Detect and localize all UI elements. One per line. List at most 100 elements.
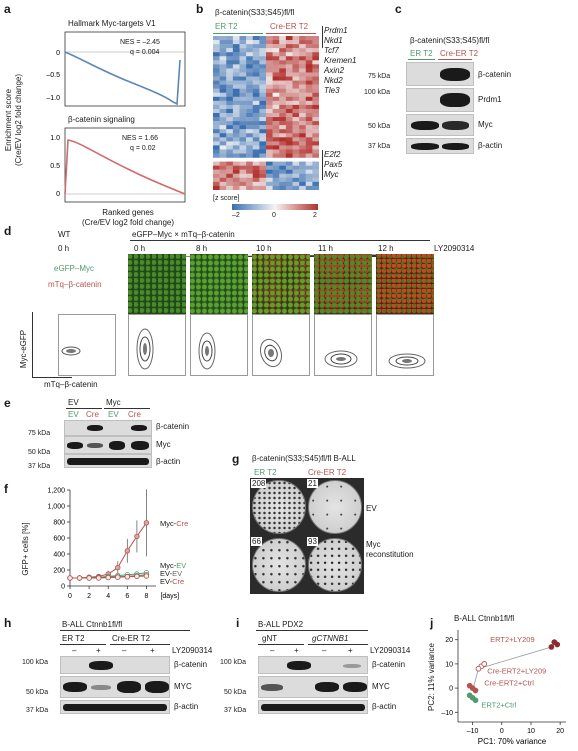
heatmap-cell	[213, 117, 220, 122]
heatmap-cell	[252, 145, 260, 150]
f-ylabel: GFP+ cells [%]	[20, 520, 32, 580]
heatmap-cell	[259, 169, 267, 174]
c-band-actin-right	[442, 143, 469, 150]
f-ytick-label: 200	[53, 568, 65, 575]
e-band-myc-2	[109, 441, 125, 450]
heatmap-cell	[279, 52, 287, 57]
panel-label-f: f	[4, 482, 8, 496]
heatmap-cell	[259, 100, 267, 106]
heatmap-cell	[232, 96, 240, 102]
i-sign-1: +	[294, 646, 299, 655]
heatmap-cell	[305, 72, 313, 77]
d-genotype-bar	[130, 240, 430, 241]
heatmap-cell	[279, 64, 287, 69]
h-band-catenin-1	[89, 661, 113, 670]
c-lane-left: ER T2	[410, 49, 433, 58]
j-ytick-label: 0	[449, 686, 453, 693]
panel-label-d: d	[4, 224, 12, 238]
heatmap-cell	[246, 169, 253, 174]
heatmap-cell	[272, 121, 280, 126]
heatmap-cell	[312, 137, 319, 142]
heatmap-cell	[292, 149, 300, 154]
j-chart: 20 10 0 –10 –10 0 10 20 PC1: 70% variance ERT2+LY…	[441, 630, 566, 746]
heatmap-cell	[219, 169, 227, 174]
heatmap-cell	[219, 117, 227, 122]
heatmap-cell	[219, 52, 227, 57]
heatmap-cell	[272, 165, 280, 170]
heatmap-cell	[305, 173, 313, 178]
g-well-er-myc: 66	[250, 536, 308, 594]
heatmap-cell	[252, 165, 260, 170]
heatmap-cell	[272, 48, 280, 53]
heatmap-cell	[266, 181, 273, 187]
heatmap-cell	[259, 133, 267, 138]
heatmap-cell	[219, 44, 227, 49]
b-heatmap	[213, 36, 319, 190]
heatmap-cell	[259, 36, 267, 41]
heatmap-cell	[259, 181, 267, 187]
heatmap-cell	[259, 137, 267, 142]
heatmap-cell	[279, 92, 287, 97]
heatmap-cell	[239, 117, 247, 122]
heatmap-cell	[279, 40, 287, 45]
heatmap-cell	[213, 36, 220, 41]
heatmap-cell	[239, 185, 247, 190]
heatmap-cell	[292, 76, 300, 81]
heatmap-cell	[266, 44, 273, 49]
heatmap-cell	[246, 68, 253, 73]
g-col-left: ER T2	[254, 468, 277, 477]
heatmap-cell	[279, 36, 287, 41]
heatmap-cell	[246, 141, 253, 146]
j-xtick-label: 10	[527, 728, 535, 735]
heatmap-cell	[226, 92, 234, 97]
f-point	[115, 574, 121, 580]
heatmap-cell	[299, 133, 306, 138]
heatmap-cell	[219, 84, 227, 89]
d-micrograph-0h	[128, 254, 186, 314]
h-band-myc-2	[117, 681, 141, 693]
heatmap-cell	[219, 56, 227, 61]
panel-label-g: g	[232, 452, 240, 466]
heatmap-cell	[312, 100, 319, 106]
heatmap-cell	[305, 169, 313, 174]
i-band-actin	[261, 704, 365, 711]
heatmap-cell	[266, 117, 273, 122]
heatmap-cell	[226, 56, 234, 61]
heatmap-cell	[279, 68, 287, 73]
j-xtick-label: –10	[467, 728, 479, 735]
heatmap-cell	[252, 137, 260, 142]
heatmap-cell	[213, 76, 220, 81]
heatmap-cell	[285, 125, 293, 130]
heatmap-cell	[285, 44, 293, 49]
f-point	[105, 574, 111, 581]
heatmap-cell	[266, 169, 273, 174]
heatmap-cell	[246, 64, 253, 69]
heatmap-cell	[312, 161, 319, 166]
heatmap-cell	[285, 133, 293, 138]
heatmap-cell	[219, 68, 227, 73]
heatmap-cell	[279, 161, 287, 166]
h-blot-actin	[60, 700, 170, 714]
g-count-2: 66	[251, 537, 262, 546]
heatmap-cell	[232, 60, 240, 65]
b-gene-7: E2f2	[324, 150, 341, 159]
heatmap-cell	[259, 125, 267, 130]
heatmap-cell	[226, 121, 234, 126]
heatmap-cell	[305, 121, 313, 126]
heatmap-cell	[213, 133, 220, 138]
heatmap-cell	[213, 56, 220, 61]
heatmap-cell	[226, 161, 234, 166]
heatmap-cell	[272, 129, 280, 134]
heatmap-cell	[226, 133, 234, 138]
heatmap-cell	[312, 76, 319, 81]
heatmap-cell	[252, 44, 260, 49]
heatmap-cell	[272, 56, 280, 61]
c-band-label-0: β-catenin	[478, 70, 512, 79]
heatmap-cell	[285, 36, 293, 41]
heatmap-cell	[292, 125, 300, 130]
e-band-myc-1	[87, 443, 103, 448]
f-point	[134, 573, 140, 580]
heatmap-cell	[285, 153, 293, 158]
i-band-catenin-1	[287, 661, 311, 670]
heatmap-cell	[285, 104, 293, 110]
